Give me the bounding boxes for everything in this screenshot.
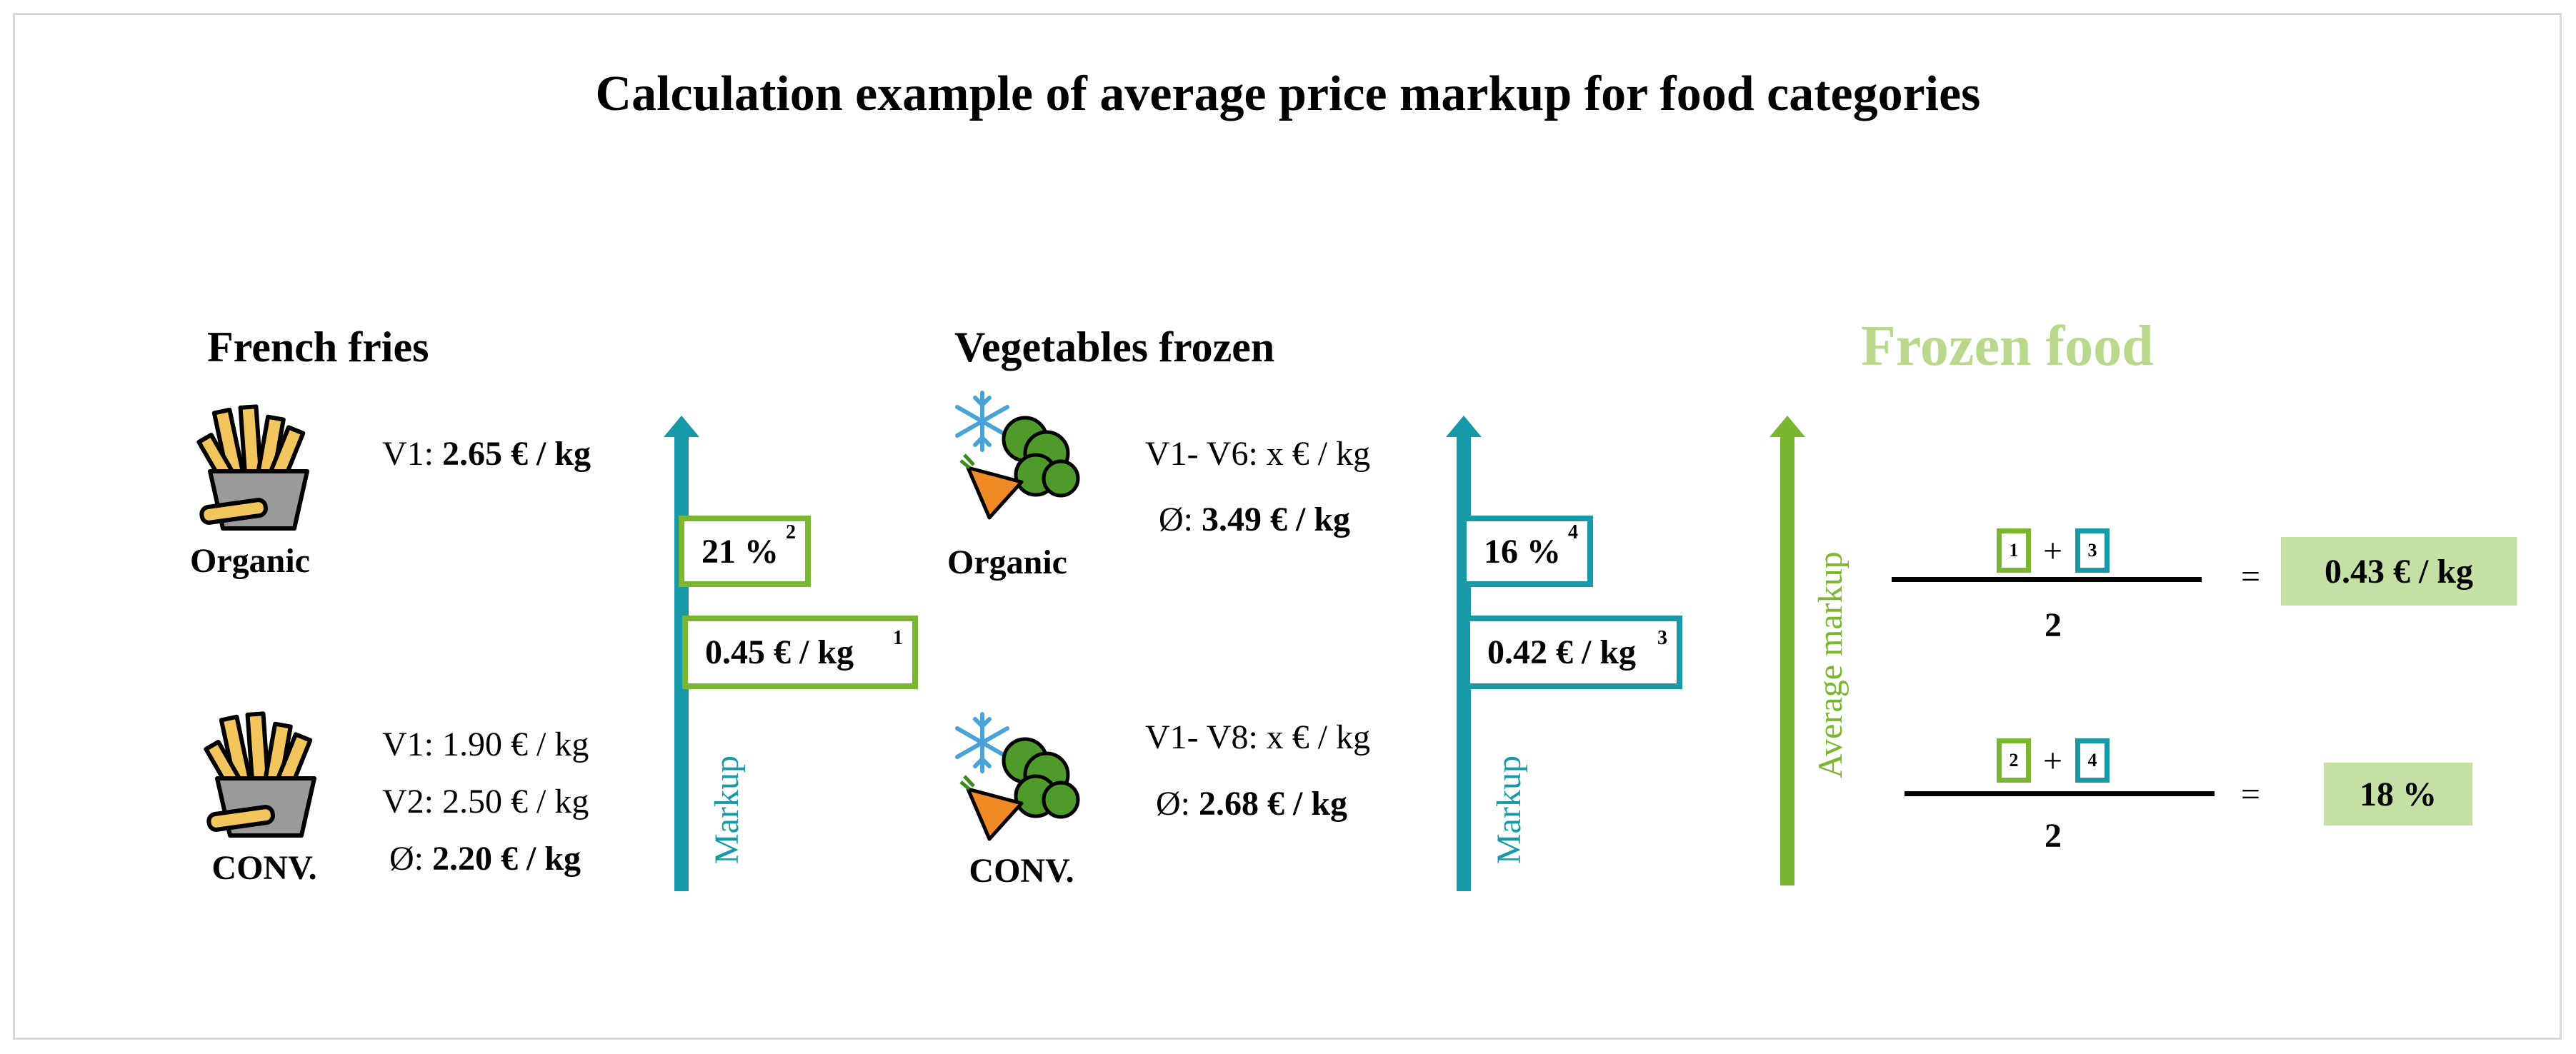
veg-conv-line1: V1- V8: x € / kg: [1145, 718, 1371, 756]
formula2-plus: +: [2043, 742, 2063, 780]
veg-abs-box: 0.42 € / kg: [1464, 616, 1682, 689]
frozen-vegetables-icon: [955, 391, 1080, 520]
veg-organic-label: Organic: [947, 543, 1067, 581]
frozen-vegetables-icon: [955, 712, 1080, 841]
veg-conv-avg-prefix: Ø:: [1156, 785, 1199, 823]
veg-abs-value: 0.42 € / kg: [1487, 633, 1637, 671]
veg-organic-avg: Ø: 3.49 € / kg: [1159, 500, 1350, 539]
veg-pct-ref: 4: [1568, 521, 1578, 543]
fries-pct-ref: 2: [786, 521, 796, 543]
fries-conv-avg-value: 2.20 € / kg: [432, 840, 581, 878]
fries-organic-price: V1: 2.65 € / kg: [382, 434, 591, 473]
formula2-ref-b: 4: [2075, 738, 2110, 783]
veg-pct-value: 16 %: [1484, 532, 1561, 571]
fries-conv-avg: Ø: 2.20 € / kg: [389, 839, 581, 878]
formula1-fraction-bar: [1892, 577, 2202, 582]
formula2-fraction-bar: [1904, 791, 2215, 796]
fries-conv-label: CONV.: [211, 849, 317, 887]
veg-organic-avg-prefix: Ø:: [1159, 501, 1202, 538]
veg-organic-avg-value: 3.49 € / kg: [1202, 501, 1351, 538]
french-fries-heading: French fries: [207, 323, 429, 371]
formula1-ref-a: 1: [1997, 528, 2031, 573]
fries-organic-price-value: 2.65 € / kg: [442, 435, 591, 473]
average-markup-arrow-head: [1769, 416, 1805, 437]
veg-abs-ref: 3: [1657, 627, 1667, 649]
veg-conv-avg: Ø: 2.68 € / kg: [1156, 784, 1347, 823]
vegetables-heading: Vegetables frozen: [954, 323, 1275, 371]
veg-conv-avg-value: 2.68 € / kg: [1199, 785, 1348, 823]
formula1-denominator: 2: [2045, 606, 2062, 644]
veg-organic-line1: V1- V6: x € / kg: [1145, 435, 1371, 473]
formula1-result: 0.43 € / kg: [2281, 537, 2517, 606]
fries-organic-label: Organic: [190, 542, 310, 580]
fries-pct-box: 21 %: [679, 516, 811, 587]
frozen-food-heading: Frozen food: [1861, 315, 2154, 378]
diagram-title: Calculation example of average price mar…: [595, 66, 1981, 121]
formula2-denominator: 2: [2045, 817, 2062, 855]
formula2-ref-a: 2: [1997, 738, 2031, 783]
formula2-equals: =: [2241, 776, 2261, 813]
veg-markup-arrow-head: [1446, 416, 1482, 437]
french-fries-icon: [204, 711, 316, 838]
fries-abs-ref: 1: [893, 627, 903, 649]
formula2-result: 18 %: [2324, 763, 2472, 825]
fries-abs-value: 0.45 € / kg: [705, 633, 854, 671]
veg-conv-label: CONV.: [969, 852, 1074, 890]
fries-abs-box: 0.45 € / kg: [682, 616, 918, 689]
fries-organic-price-prefix: V1:: [382, 435, 442, 473]
veg-pct-box: 16 %: [1461, 516, 1593, 587]
formula1-equals: =: [2241, 558, 2261, 596]
average-markup-label: Average markup: [1812, 551, 1849, 778]
fries-conv-avg-prefix: Ø:: [389, 840, 432, 878]
fries-conv-v2: V2: 2.50 € / kg: [382, 783, 589, 820]
fries-markup-label: Markup: [708, 756, 746, 864]
fries-pct-value: 21 %: [702, 532, 779, 571]
average-markup-arrow-shaft: [1780, 436, 1794, 885]
formula1-ref-b: 3: [2075, 528, 2110, 573]
veg-markup-label: Markup: [1490, 756, 1528, 864]
french-fries-icon: [196, 404, 309, 531]
diagram-frame: [13, 13, 2562, 1040]
fries-markup-arrow-head: [664, 416, 699, 437]
formula1-plus: +: [2043, 532, 2063, 570]
fries-conv-v1: V1: 1.90 € / kg: [382, 726, 589, 763]
